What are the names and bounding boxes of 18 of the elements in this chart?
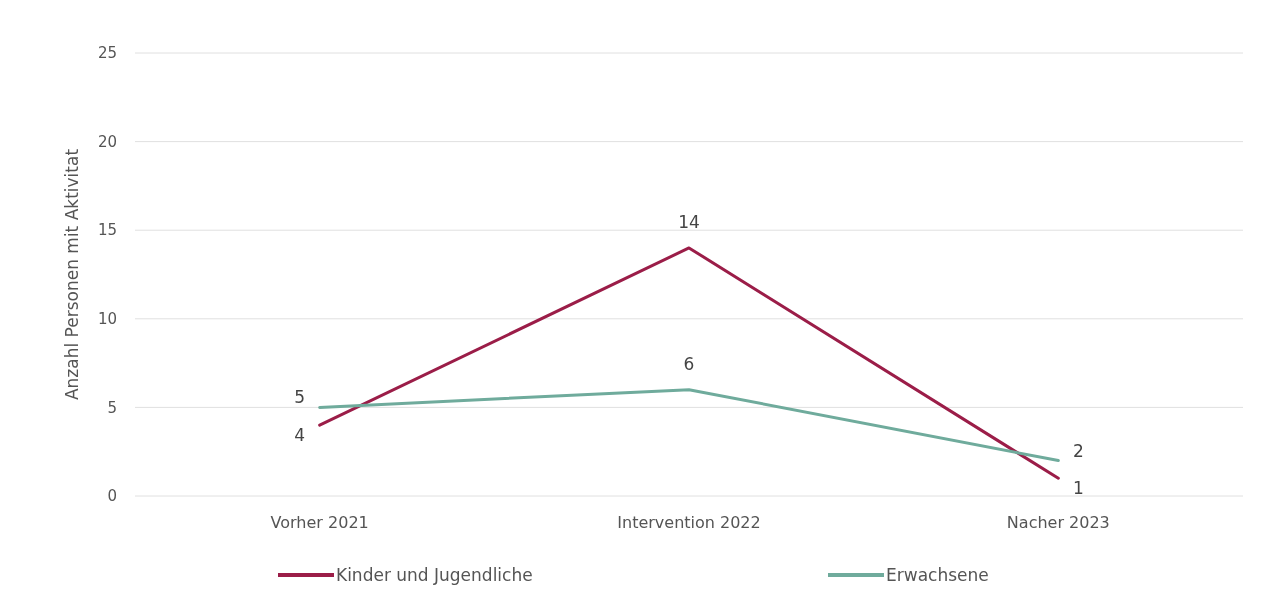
y-tick-label: 25 [97, 44, 117, 63]
data-label: 14 [678, 211, 700, 232]
y-tick-label: 15 [97, 221, 117, 240]
y-axis-title: Anzahl Personen mit Aktivitat [62, 148, 82, 401]
x-tick-label: Vorher 2021 [270, 513, 369, 532]
data-label: 6 [683, 353, 695, 374]
x-tick-label: Nacher 2023 [1006, 513, 1110, 532]
x-tick-label: Intervention 2022 [617, 513, 761, 532]
legend-label: Kinder und Jugendliche [336, 564, 533, 585]
y-tick-label: 5 [107, 398, 117, 417]
legend-label: Erwachsene [886, 564, 989, 585]
data-label: 4 [294, 425, 306, 446]
y-tick-label: 20 [97, 132, 117, 151]
data-label: 5 [294, 387, 306, 408]
data-label: 2 [1072, 440, 1084, 461]
y-tick-label: 10 [97, 310, 117, 329]
y-tick-label: 0 [107, 487, 117, 506]
data-label: 1 [1072, 478, 1084, 499]
